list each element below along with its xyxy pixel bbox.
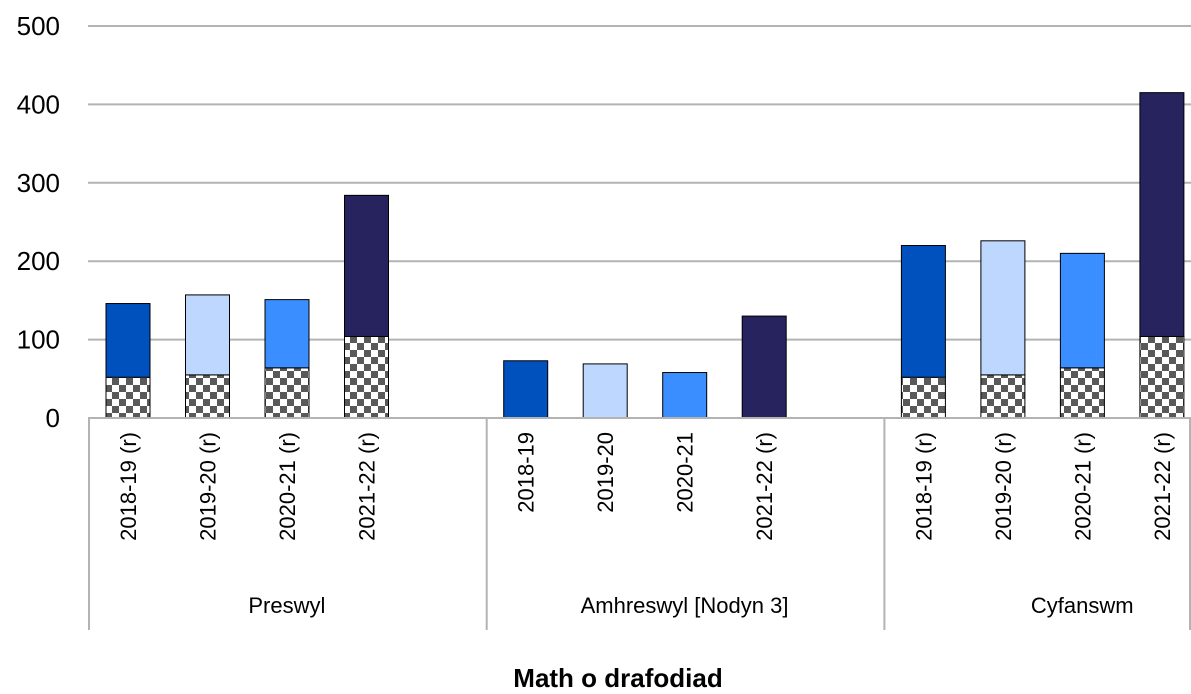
- bar-stack: [900, 245, 946, 419]
- bar-segment-upper: [900, 245, 946, 378]
- bar-segment-upper: [503, 360, 549, 419]
- bar-segment-base: [185, 374, 230, 419]
- bar-segment-upper: [1059, 252, 1105, 369]
- group-label: Cyfanswm: [1031, 593, 1134, 618]
- bar-segment-upper: [662, 372, 708, 419]
- bars: [105, 92, 1185, 419]
- bar-stack: [1139, 92, 1185, 419]
- bar-segment-upper: [980, 240, 1026, 376]
- x-tick-label: 2019-20 (r): [196, 432, 221, 541]
- y-tick-label-500: 500: [17, 11, 60, 41]
- x-axis-tick-labels: 2018-19 (r) 2019-20 (r) 2020-21 (r) 2021-22…: [116, 432, 1175, 541]
- x-tick-label: 2021-22 (r): [752, 432, 777, 541]
- bar-segment-upper: [1139, 92, 1185, 337]
- group-label: Amhreswyl [Nodyn 3]: [581, 593, 789, 618]
- bar-segment-base: [900, 376, 946, 419]
- bar-segment-base: [264, 367, 310, 419]
- bar-segment-upper: [264, 299, 310, 369]
- bar-segment-upper: [344, 194, 389, 337]
- group-label: Preswyl: [248, 593, 325, 618]
- bar-stack: [662, 372, 708, 419]
- x-tick-label: 2018-19 (r): [116, 432, 141, 541]
- y-tick-label-0: 0: [46, 403, 60, 433]
- bar-stack: [741, 315, 787, 419]
- x-tick-label: 2021-22 (r): [355, 432, 380, 541]
- bar-stack: [1059, 252, 1105, 419]
- bar-segment-upper: [741, 315, 787, 419]
- x-tick-label: 2018-19 (r): [911, 432, 936, 541]
- bar-segment-base: [344, 335, 389, 419]
- y-tick-label-100: 100: [17, 325, 60, 355]
- bar-segment-upper: [105, 303, 151, 378]
- bar-stack: [105, 303, 151, 419]
- x-tick-label: 2019-20 (r): [991, 432, 1016, 541]
- bar-segment-base: [1139, 335, 1185, 419]
- bar-stack: [582, 363, 628, 419]
- bar-segment-upper: [185, 294, 230, 376]
- y-tick-label-300: 300: [17, 168, 60, 198]
- x-tick-label: 2020-21 (r): [1070, 432, 1095, 541]
- y-tick-label-200: 200: [17, 246, 60, 276]
- x-axis-group-labels: Preswyl Amhreswyl [Nodyn 3] Cyfanswm: [248, 593, 1133, 618]
- bar-segment-base: [980, 374, 1026, 419]
- bar-segment-base: [1059, 367, 1105, 419]
- bar-stack: [344, 194, 389, 419]
- bar-segment-upper: [582, 363, 628, 419]
- bar-stack: [503, 360, 549, 419]
- bar-stack: [185, 294, 230, 419]
- bar-segment-base: [105, 376, 151, 419]
- gridlines: [88, 25, 1191, 341]
- x-axis: [88, 417, 1191, 630]
- y-tick-label-400: 400: [17, 89, 60, 119]
- x-tick-label: 2020-21 (r): [275, 432, 300, 541]
- x-tick-label: 2021-22 (r): [1150, 432, 1175, 541]
- bar-stack: [980, 240, 1026, 419]
- x-tick-label: 2020-21: [673, 432, 698, 513]
- x-tick-label: 2018-19: [514, 432, 539, 513]
- x-tick-label: 2019-20: [593, 432, 618, 513]
- bar-stack: [264, 299, 310, 419]
- x-axis-title: Math o drafodiad: [513, 663, 722, 689]
- y-axis-tick-labels: 0 100 200 300 400 500: [17, 11, 60, 433]
